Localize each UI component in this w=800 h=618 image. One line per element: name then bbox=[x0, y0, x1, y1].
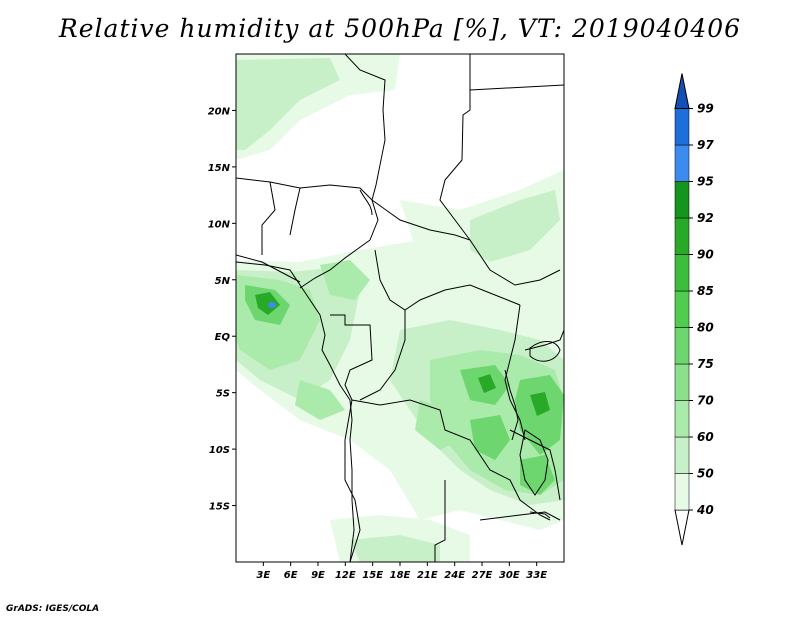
lat-tick-label: 20N bbox=[208, 106, 231, 117]
colorbar-swatch bbox=[674, 254, 690, 292]
colorbar-label: 40 bbox=[696, 503, 714, 517]
lon-tick-label: 27E bbox=[472, 570, 493, 581]
longitude-axis: 3E 6E 9E 12E 15E 18E 21E 24E 27E 30E 33E bbox=[256, 562, 547, 581]
lon-tick-label: 33E bbox=[526, 570, 547, 581]
colorbar-swatch bbox=[674, 327, 690, 365]
lat-tick-label: 10S bbox=[209, 445, 230, 456]
colorbar-label: 60 bbox=[697, 430, 714, 444]
colorbar-label: 92 bbox=[697, 211, 714, 225]
colorbar-label: 80 bbox=[697, 321, 714, 335]
colorbar-swatch bbox=[674, 509, 690, 546]
colorbar-swatch bbox=[674, 290, 690, 328]
humidity-field bbox=[236, 54, 564, 562]
lat-tick-label: 15S bbox=[209, 502, 230, 513]
lon-tick-label: 15E bbox=[362, 570, 383, 581]
colorbar-label: 97 bbox=[697, 138, 714, 152]
coastline bbox=[236, 189, 561, 562]
lon-tick-label: 18E bbox=[390, 570, 411, 581]
colorbar-swatch bbox=[674, 436, 690, 474]
lat-tick-label: 10N bbox=[208, 219, 231, 230]
colorbar-swatch bbox=[674, 363, 690, 401]
colorbar: 40 50 60 70 75 80 85 90 92 95 97 99 bbox=[674, 73, 714, 546]
colorbar-label: 99 bbox=[697, 102, 714, 116]
colorbar-swatch bbox=[674, 181, 690, 219]
colorbar-swatch bbox=[674, 473, 690, 511]
lat-tick-label: 5S bbox=[216, 389, 230, 400]
lat-tick-label: 15N bbox=[208, 163, 231, 174]
colorbar-swatch bbox=[674, 108, 690, 146]
credit-label: GrADS: IGES/COLA bbox=[6, 604, 100, 614]
map-title: Relative humidity at 500hPa [%], VT: 201… bbox=[58, 14, 742, 43]
colorbar-swatch bbox=[674, 73, 690, 109]
colorbar-label: 85 bbox=[697, 284, 714, 298]
lon-tick-label: 6E bbox=[284, 570, 298, 581]
lon-tick-label: 24E bbox=[444, 570, 465, 581]
lon-tick-label: 9E bbox=[311, 570, 325, 581]
country-borders bbox=[236, 54, 564, 562]
colorbar-label: 75 bbox=[697, 357, 714, 371]
colorbar-swatch bbox=[674, 217, 690, 255]
lat-tick-label: EQ bbox=[215, 332, 231, 343]
colorbar-label: 90 bbox=[697, 248, 714, 262]
lon-tick-label: 21E bbox=[417, 570, 438, 581]
colorbar-swatch bbox=[674, 400, 690, 438]
colorbar-label: 95 bbox=[697, 175, 714, 189]
lon-tick-label: 12E bbox=[335, 570, 356, 581]
lon-tick-label: 3E bbox=[256, 570, 270, 581]
lat-tick-label: 5N bbox=[215, 276, 231, 287]
colorbar-label: 50 bbox=[697, 467, 714, 481]
colorbar-swatch bbox=[674, 144, 690, 182]
lon-tick-label: 30E bbox=[499, 570, 520, 581]
latitude-axis: 20N 15N 10N 5N EQ 5S 10S 15S bbox=[208, 106, 236, 513]
colorbar-label: 70 bbox=[697, 394, 714, 408]
